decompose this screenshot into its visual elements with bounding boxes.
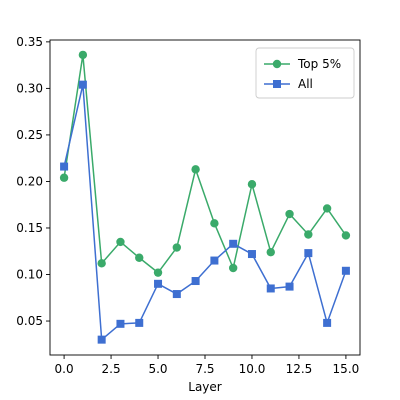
legend-label: All	[298, 77, 313, 91]
x-tick-label: 12.5	[286, 362, 313, 376]
legend-label: Top 5%	[297, 57, 341, 71]
data-point-circle	[247, 180, 257, 189]
data-point-square	[304, 249, 313, 258]
series-line-0	[63, 54, 347, 274]
data-point-circle	[304, 230, 313, 239]
data-point-circle	[116, 237, 125, 247]
series-line-1	[63, 83, 347, 341]
data-point-square	[285, 282, 294, 291]
data-point-square	[116, 319, 125, 328]
data-point-square	[191, 277, 200, 286]
legend-marker-circle	[272, 59, 282, 69]
x-tick-label: 2.5	[102, 362, 121, 376]
x-tick-label: 0.0	[55, 362, 74, 376]
y-tick-label: 0.20	[16, 174, 43, 188]
data-point-square	[341, 266, 350, 275]
y-tick-label: 0.25	[16, 128, 43, 142]
data-point-square	[247, 250, 256, 259]
data-point-circle	[341, 231, 351, 240]
x-tick-label: 5.0	[148, 362, 167, 376]
y-tick-label: 0.15	[16, 221, 43, 235]
data-point-square	[266, 284, 275, 293]
data-point-circle	[153, 268, 163, 277]
data-point-square	[210, 256, 219, 265]
data-point-circle	[172, 243, 182, 252]
plot-area	[59, 50, 351, 344]
y-tick-label: 0.05	[16, 314, 43, 328]
data-point-circle	[322, 204, 332, 213]
data-point-circle	[228, 263, 238, 273]
x-tick-label: 10.0	[239, 362, 266, 376]
data-point-circle	[135, 253, 144, 262]
data-point-square	[78, 80, 87, 89]
data-point-square	[172, 290, 181, 299]
legend-marker-square	[273, 80, 281, 88]
y-tick-label: 0.30	[16, 81, 43, 95]
data-point-square	[154, 279, 163, 288]
data-point-square	[229, 239, 238, 248]
data-point-square	[323, 318, 332, 327]
legend: Top 5% All	[255, 47, 355, 99]
x-axis-label: Layer	[188, 380, 222, 394]
y-tick-label: 0.35	[16, 35, 43, 49]
data-point-square	[97, 335, 106, 344]
y-tick-label: 0.10	[16, 268, 43, 282]
data-point-circle	[266, 247, 275, 257]
x-tick-label: 7.5	[195, 362, 214, 376]
axes: 0.0 2.5 5.0 7.5 10.0 12.5 15.0 0.05 0.10 0.15 0.20…	[16, 35, 361, 394]
data-point-circle	[210, 219, 219, 228]
x-tick-label: 15.0	[333, 362, 360, 376]
data-point-square	[60, 162, 69, 171]
data-point-circle	[191, 165, 200, 174]
data-point-circle	[78, 50, 88, 60]
data-point-circle	[59, 173, 69, 182]
data-point-circle	[285, 209, 294, 219]
data-point-circle	[97, 259, 106, 268]
data-point-square	[135, 318, 144, 327]
